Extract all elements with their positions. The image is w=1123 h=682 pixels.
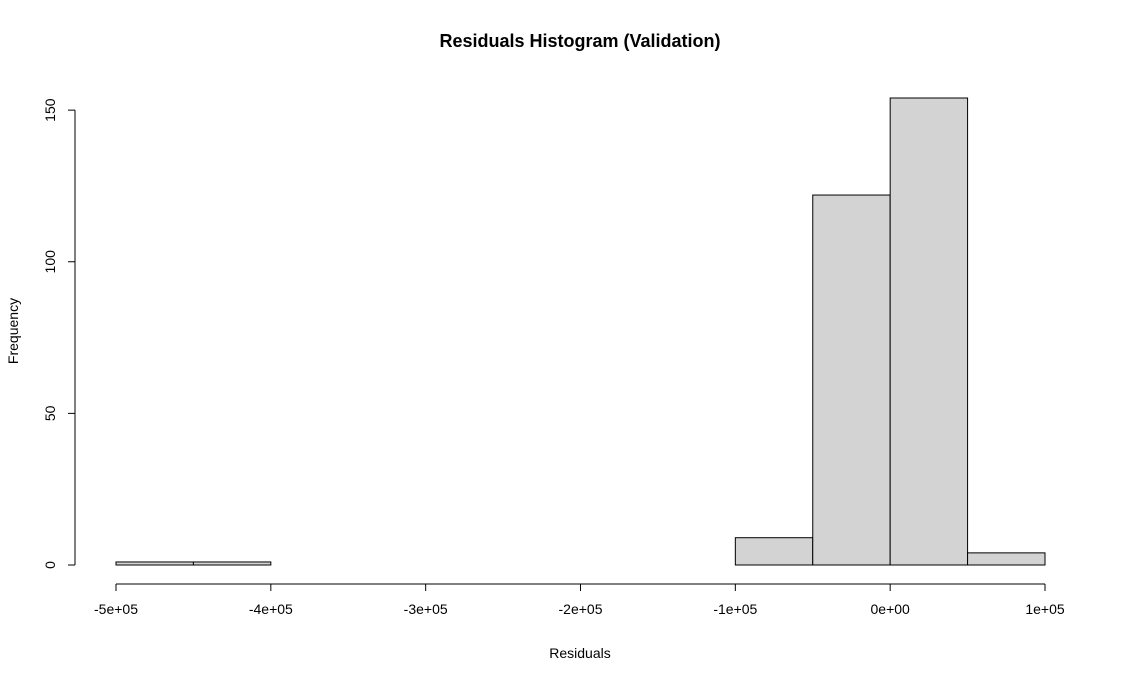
y-tick-label: 100 <box>42 250 58 274</box>
y-tick-label: 50 <box>42 405 58 421</box>
histogram-bar <box>889 97 969 566</box>
x-axis-label: Residuals <box>549 645 610 661</box>
x-axis: -5e+05 -4e+05 -3e+05 -2e+05 -1e+05 0e+00 1e+05 <box>94 583 1065 617</box>
x-tick-label: -3e+05 <box>404 601 448 617</box>
x-tick-label: -2e+05 <box>559 601 603 617</box>
y-tick-label: 0 <box>42 561 58 569</box>
x-tick-label: -5e+05 <box>94 601 138 617</box>
histogram-bar <box>812 194 891 566</box>
histogram-bar <box>734 537 814 566</box>
x-tick-label: 1e+05 <box>1025 601 1065 617</box>
y-axis: 0 50 100 150 <box>42 98 76 569</box>
x-tick-label: -1e+05 <box>713 601 757 617</box>
y-axis-label: Frequency <box>5 298 21 364</box>
histogram-bar <box>192 561 272 566</box>
y-tick-label: 150 <box>42 98 58 122</box>
x-tick-label: -4e+05 <box>249 601 293 617</box>
x-tick-label: 0e+00 <box>871 601 911 617</box>
histogram-bar <box>967 552 1046 566</box>
chart-title: Residuals Histogram (Validation) <box>439 31 720 51</box>
histogram-bar <box>115 561 194 566</box>
bars-group <box>115 97 1046 566</box>
